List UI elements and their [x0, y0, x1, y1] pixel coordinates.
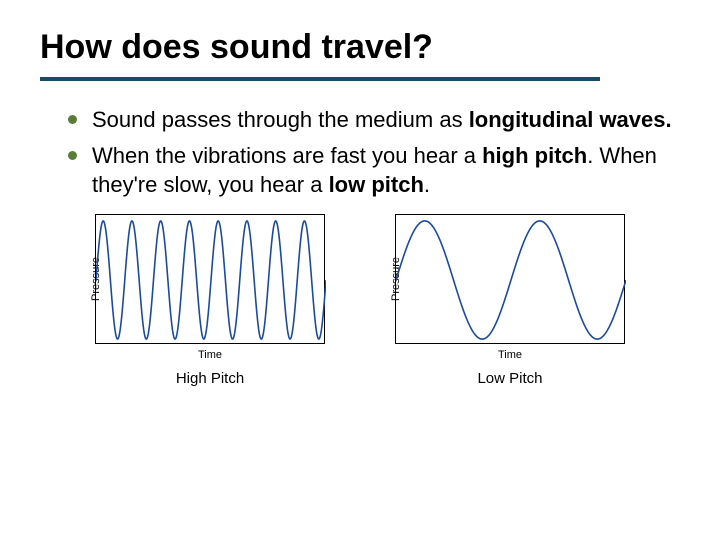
chart-caption: Low Pitch: [477, 370, 542, 387]
bullet-item: When the vibrations are fast you hear a …: [68, 141, 680, 200]
bullet-item: Sound passes through the medium as longi…: [68, 105, 680, 135]
bullet-list: Sound passes through the medium as longi…: [40, 105, 680, 200]
bullet-bold: low pitch: [329, 172, 424, 197]
bullet-bold: longitudinal waves.: [469, 107, 672, 132]
bullet-text: .: [424, 172, 430, 197]
bullet-text: When the vibrations are fast you hear a: [92, 143, 482, 168]
chart-block-low: Pressure Time Low Pitch: [395, 214, 625, 387]
slide-title: How does sound travel?: [40, 28, 680, 67]
chart-svg-low: [396, 215, 626, 345]
bullet-bold: high pitch: [482, 143, 587, 168]
charts-row: Pressure Time High Pitch Pressure Time L…: [40, 214, 680, 387]
chart-xlabel: Time: [498, 349, 522, 361]
title-underline: [40, 77, 600, 81]
chart-svg-high: [96, 215, 326, 345]
bullet-text: Sound passes through the medium as: [92, 107, 469, 132]
slide: How does sound travel? Sound passes thro…: [0, 0, 720, 540]
chart-frame-high: Pressure Time: [95, 214, 325, 344]
chart-caption: High Pitch: [176, 370, 244, 387]
chart-xlabel: Time: [198, 349, 222, 361]
chart-block-high: Pressure Time High Pitch: [95, 214, 325, 387]
chart-frame-low: Pressure Time: [395, 214, 625, 344]
